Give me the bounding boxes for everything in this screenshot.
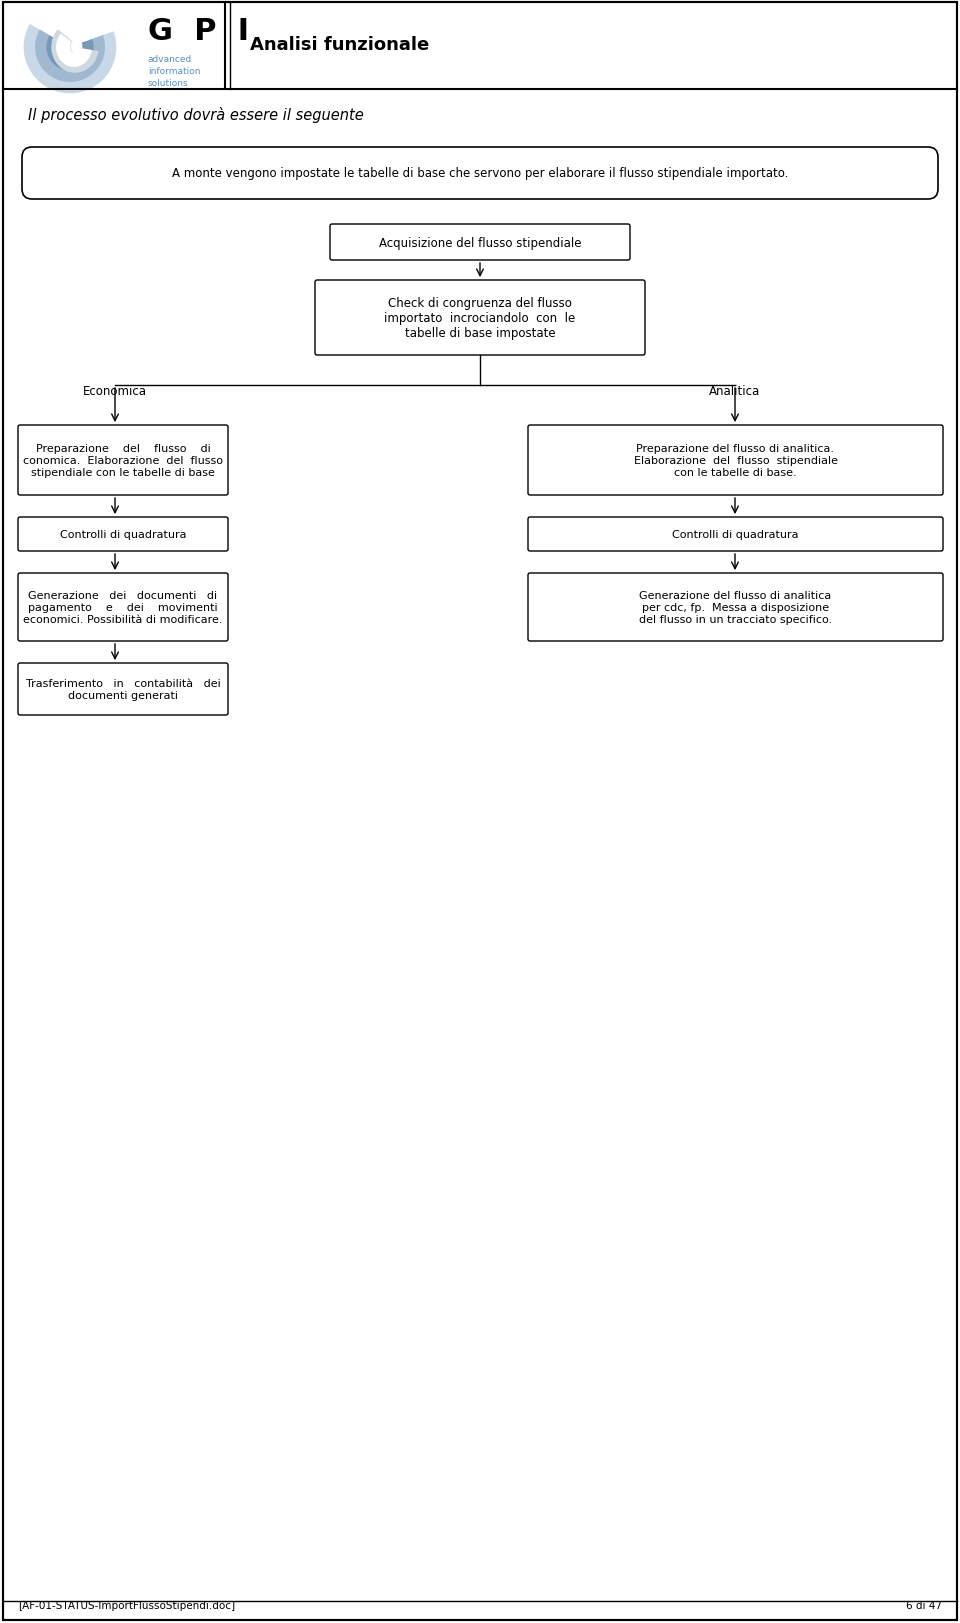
FancyBboxPatch shape [330,226,630,261]
Text: Controlli di quadratura: Controlli di quadratura [672,529,799,540]
Text: Generazione   dei   documenti   di
pagamento    e    dei    movimenti
economici.: Generazione dei documenti di pagamento e… [23,591,223,625]
Text: Controlli di quadratura: Controlli di quadratura [60,529,186,540]
Text: information: information [148,68,201,76]
Text: Preparazione    del    flusso    di
conomica.  Elaborazione  del  flusso
stipend: Preparazione del flusso di conomica. Ela… [23,445,223,477]
FancyBboxPatch shape [18,518,228,552]
FancyBboxPatch shape [528,573,943,641]
Text: Preparazione del flusso di analitica.
Elaborazione  del  flusso  stipendiale
con: Preparazione del flusso di analitica. El… [634,445,837,477]
Text: [AF-01-STATUS-ImportFlussoStipendi.doc]: [AF-01-STATUS-ImportFlussoStipendi.doc] [18,1600,235,1610]
FancyBboxPatch shape [18,573,228,641]
Text: Trasferimento   in   contabilità   dei
documenti generati: Trasferimento in contabilità dei documen… [26,678,221,701]
FancyBboxPatch shape [18,425,228,495]
Text: Il processo evolutivo dovrà essere il seguente: Il processo evolutivo dovrà essere il se… [28,107,364,123]
Text: Analisi funzionale: Analisi funzionale [250,36,429,54]
Text: Analitica: Analitica [709,385,760,398]
Text: advanced: advanced [148,55,192,65]
Text: 6 di 47: 6 di 47 [906,1600,942,1610]
Text: Economica: Economica [83,385,147,398]
FancyBboxPatch shape [22,148,938,200]
FancyBboxPatch shape [528,518,943,552]
Text: Generazione del flusso di analitica
per cdc, fp.  Messa a disposizione
del fluss: Generazione del flusso di analitica per … [639,591,832,625]
FancyBboxPatch shape [315,281,645,355]
Text: G  P  I: G P I [148,18,250,47]
FancyBboxPatch shape [18,664,228,716]
Text: Acquisizione del flusso stipendiale: Acquisizione del flusso stipendiale [379,237,581,250]
Text: A monte vengono impostate le tabelle di base che servono per elaborare il flusso: A monte vengono impostate le tabelle di … [172,167,788,180]
FancyBboxPatch shape [528,425,943,495]
Text: solutions: solutions [148,78,188,88]
Text: Check di congruenza del flusso
importato  incrociandolo  con  le
tabelle di base: Check di congruenza del flusso importato… [384,297,576,339]
